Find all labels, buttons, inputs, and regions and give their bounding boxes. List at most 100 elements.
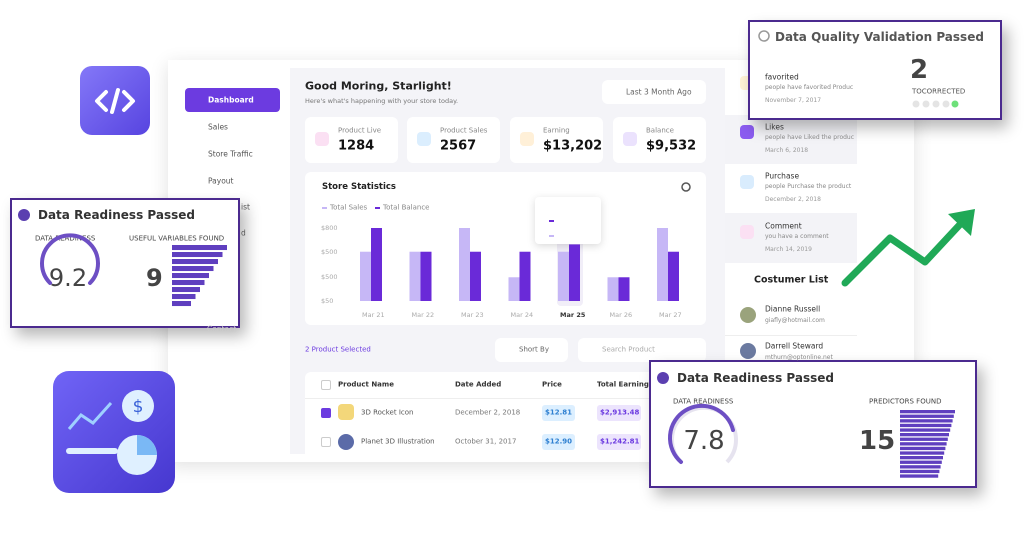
gauge-label: DATA READINESS	[673, 397, 734, 406]
chart-title: Store Statistics	[322, 181, 396, 192]
nav-item: Payout	[208, 176, 234, 186]
x-tick-label: Mar 21	[362, 310, 385, 319]
bar	[657, 228, 668, 301]
bar	[569, 244, 580, 301]
stat-label: Product Sales	[440, 126, 488, 135]
activity-date: March 14, 2019	[765, 246, 812, 253]
count-label: PREDICTORS FOUND	[869, 397, 942, 406]
selection-count: 2 Product Selected	[305, 345, 371, 354]
cell: $2,913.48	[600, 408, 640, 417]
funnel-bar	[900, 446, 946, 451]
card-label: TOCORRECTED	[912, 87, 966, 96]
customer-email: giafly@hotmail.com	[765, 317, 825, 324]
date-filter[interactable]	[602, 80, 706, 104]
bar	[668, 251, 679, 301]
activity-icon	[740, 225, 754, 239]
funnel-bar	[900, 433, 949, 437]
x-tick-label: Mar 26	[609, 310, 633, 319]
funnel-bar	[900, 419, 953, 423]
checkbox[interactable]	[321, 380, 331, 390]
funnel-bar	[172, 280, 205, 286]
funnel-bar	[172, 273, 209, 279]
sort-button[interactable]	[495, 338, 568, 362]
activity-title: Likes	[765, 122, 784, 132]
bar	[459, 228, 470, 301]
earning-chip	[597, 434, 641, 450]
gauge-value: 9.2	[48, 264, 88, 292]
cell: Planet 3D Illustration	[361, 437, 435, 446]
section-title: Costumer List	[754, 274, 829, 286]
customer-name: Darrell Steward	[765, 341, 824, 351]
price-chip	[542, 434, 575, 450]
funnel-bar	[900, 428, 951, 432]
nav-item: Sales	[208, 122, 228, 132]
y-tick-label: $800	[321, 223, 338, 232]
x-tick-label: Mar 25	[560, 310, 586, 319]
activity-icon	[740, 125, 754, 139]
activity-row-bg	[725, 115, 857, 164]
funnel-bar	[900, 451, 945, 455]
product-thumb	[338, 404, 354, 420]
funnel-bar	[900, 469, 940, 474]
funnel-bar	[172, 301, 191, 307]
bar	[420, 251, 432, 301]
sort-text: Short By	[519, 345, 549, 354]
bar	[607, 277, 619, 301]
search-box[interactable]	[578, 338, 706, 362]
search-placeholder: Search Product	[602, 345, 655, 354]
funnel-bar	[900, 423, 952, 428]
nav-item: Store Traffic	[208, 149, 253, 159]
customer-name: Dianne Russell	[765, 304, 821, 314]
stat-icon	[417, 132, 431, 146]
funnel-bar	[900, 465, 941, 469]
funnel-bar	[172, 266, 214, 272]
bar	[508, 277, 520, 301]
column-header: Price	[542, 380, 562, 389]
nav-item: Dashboard	[208, 95, 254, 105]
funnel-bar	[900, 437, 948, 441]
bar	[558, 251, 569, 301]
column-header: Total Earning	[597, 380, 649, 389]
activity-text: people Purchase the product	[765, 183, 852, 190]
stat-value: 2567	[440, 138, 477, 154]
funnel-bar	[900, 474, 939, 478]
stat-label: Earning	[543, 126, 570, 135]
date-filter-text: Last 3 Month Ago	[626, 87, 692, 97]
funnel-bar	[172, 287, 200, 293]
code-icon	[80, 66, 150, 135]
earning-chip	[597, 405, 641, 421]
bar	[519, 251, 531, 301]
checkbox[interactable]	[321, 408, 331, 418]
nav-active[interactable]	[185, 88, 280, 112]
card-title: Data Quality Validation Passed	[775, 30, 984, 44]
gauge-label: DATA READINESS	[35, 234, 96, 243]
nav-item: d	[241, 228, 246, 238]
bar	[470, 251, 481, 301]
svg-text:$: $	[133, 397, 144, 417]
count-value: 15	[859, 426, 896, 456]
divider	[725, 335, 857, 336]
funnel-bar	[900, 442, 947, 446]
checkbox[interactable]	[321, 437, 331, 447]
gauge-value: 7.8	[683, 426, 725, 456]
card-title: Data Readiness Passed	[38, 208, 195, 222]
funnel-bar	[172, 294, 196, 300]
funnel-bar	[900, 414, 954, 418]
stat-value: $13,202	[543, 138, 603, 154]
finance-icon: $	[53, 371, 175, 493]
cell: December 2, 2018	[455, 408, 521, 417]
funnel-bar	[172, 259, 218, 265]
nav-item: Contact	[207, 324, 237, 334]
customer-email: mthurn@optonline.net	[765, 354, 833, 361]
product-thumb	[338, 434, 354, 450]
price-chip	[542, 405, 575, 421]
cell: $1,242.81	[600, 437, 640, 446]
divider	[305, 398, 706, 399]
stat-label: Balance	[646, 126, 674, 135]
bar	[371, 228, 382, 301]
avatar	[740, 343, 756, 359]
activity-date: December 2, 2018	[765, 196, 821, 203]
avatar	[740, 307, 756, 323]
